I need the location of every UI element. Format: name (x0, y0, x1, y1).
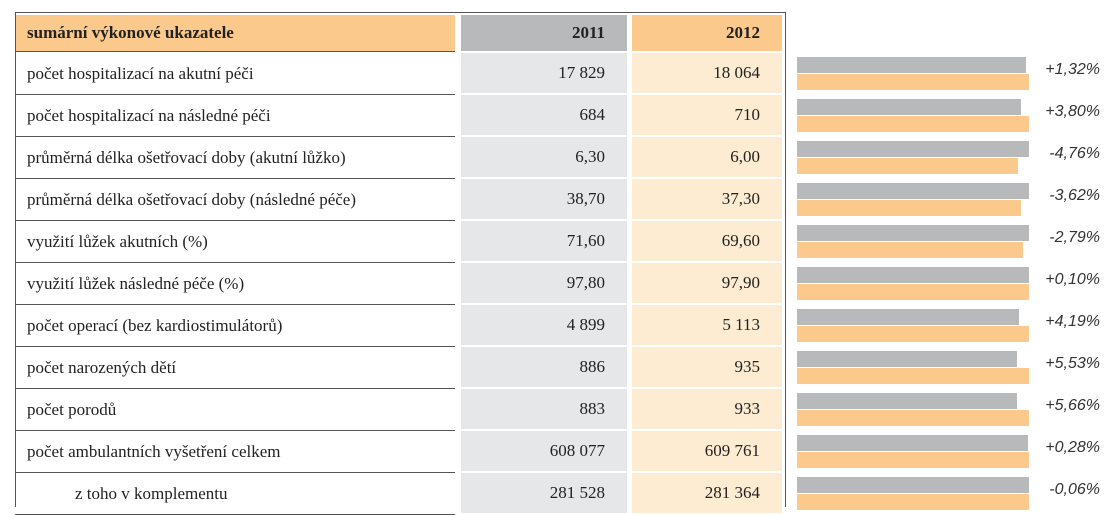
change: +0,28% (1045, 439, 1100, 456)
value-cell: 37,30 (632, 179, 782, 219)
table-border (15, 12, 16, 507)
bar-2012 (797, 242, 1023, 258)
value-cell: 97,80 (461, 263, 627, 303)
value-cell: 6,30 (461, 137, 627, 177)
change: +0,10% (1045, 271, 1100, 288)
label-cell: počet ambulantních vyšetření celkem (15, 431, 455, 473)
label-cell: využití lůžek akutních (%) (15, 221, 455, 263)
label-cell: z toho v komplementu (15, 473, 455, 515)
change: +4,19% (1045, 313, 1100, 330)
value-cell: 886 (461, 347, 627, 387)
table-border (15, 51, 455, 52)
value-cell: 38,70 (461, 179, 627, 219)
bar-2011 (797, 267, 1029, 283)
bar-2012 (797, 410, 1029, 426)
bar-2012 (797, 158, 1018, 174)
label-cell: využití lůžek následné péče (%) (15, 263, 455, 305)
bar-2011 (797, 57, 1026, 73)
change: +5,53% (1045, 355, 1100, 372)
value-cell: 17 829 (461, 53, 627, 93)
value-cell: 18 064 (632, 53, 782, 93)
value-cell: 684 (461, 95, 627, 135)
bar-2012 (797, 74, 1029, 90)
value-cell: 933 (632, 389, 782, 429)
change: -4,76% (1049, 145, 1100, 162)
bar-2012 (797, 494, 1029, 510)
value-cell: 935 (632, 347, 782, 387)
bar-2012 (797, 326, 1029, 342)
bar-2011 (797, 351, 1017, 367)
table-border (15, 12, 786, 13)
bar-2012 (797, 116, 1029, 132)
value-cell: 5 113 (632, 305, 782, 345)
value-cell: 4 899 (461, 305, 627, 345)
bar-2012 (797, 200, 1021, 216)
bar-2011 (797, 393, 1017, 409)
label-cell: počet hospitalizací na následné péči (15, 95, 455, 137)
header-cell: 2011 (461, 15, 627, 51)
label-cell: počet operací (bez kardiostimulátorů) (15, 305, 455, 347)
value-cell: 71,60 (461, 221, 627, 261)
value-cell: 97,90 (632, 263, 782, 303)
change: -2,79% (1049, 229, 1100, 246)
label-cell: průměrná délka ošetřovací doby (akutní l… (15, 137, 455, 179)
bar-2011 (797, 309, 1020, 325)
value-cell: 710 (632, 95, 782, 135)
bar-2012 (797, 284, 1029, 300)
value-cell: 281 364 (632, 473, 782, 513)
value-cell: 883 (461, 389, 627, 429)
change: -0,06% (1049, 481, 1100, 498)
change: +3,80% (1045, 103, 1100, 120)
header-cell: 2012 (632, 15, 782, 51)
value-cell: 6,00 (632, 137, 782, 177)
bar-2011 (797, 183, 1029, 199)
bar-2011 (797, 141, 1029, 157)
value-cell: 69,60 (632, 221, 782, 261)
bar-2011 (797, 99, 1021, 115)
value-cell: 281 528 (461, 473, 627, 513)
bar-2011 (797, 477, 1029, 493)
table-border (785, 12, 786, 507)
header-cell: sumární výkonové ukazatele (15, 15, 455, 51)
bar-2012 (797, 368, 1029, 384)
change: +1,32% (1045, 61, 1100, 78)
bar-2011 (797, 435, 1029, 451)
value-cell: 608 077 (461, 431, 627, 471)
label-cell: počet porodů (15, 389, 455, 431)
value-cell: 609 761 (632, 431, 782, 471)
label-cell: počet hospitalizací na akutní péči (15, 53, 455, 95)
bar-2011 (797, 225, 1029, 241)
change: +5,66% (1045, 397, 1100, 414)
bar-2012 (797, 452, 1029, 468)
label-cell: počet narozených dětí (15, 347, 455, 389)
change: -3,62% (1049, 187, 1100, 204)
label-cell: průměrná délka ošetřovací doby (následné… (15, 179, 455, 221)
